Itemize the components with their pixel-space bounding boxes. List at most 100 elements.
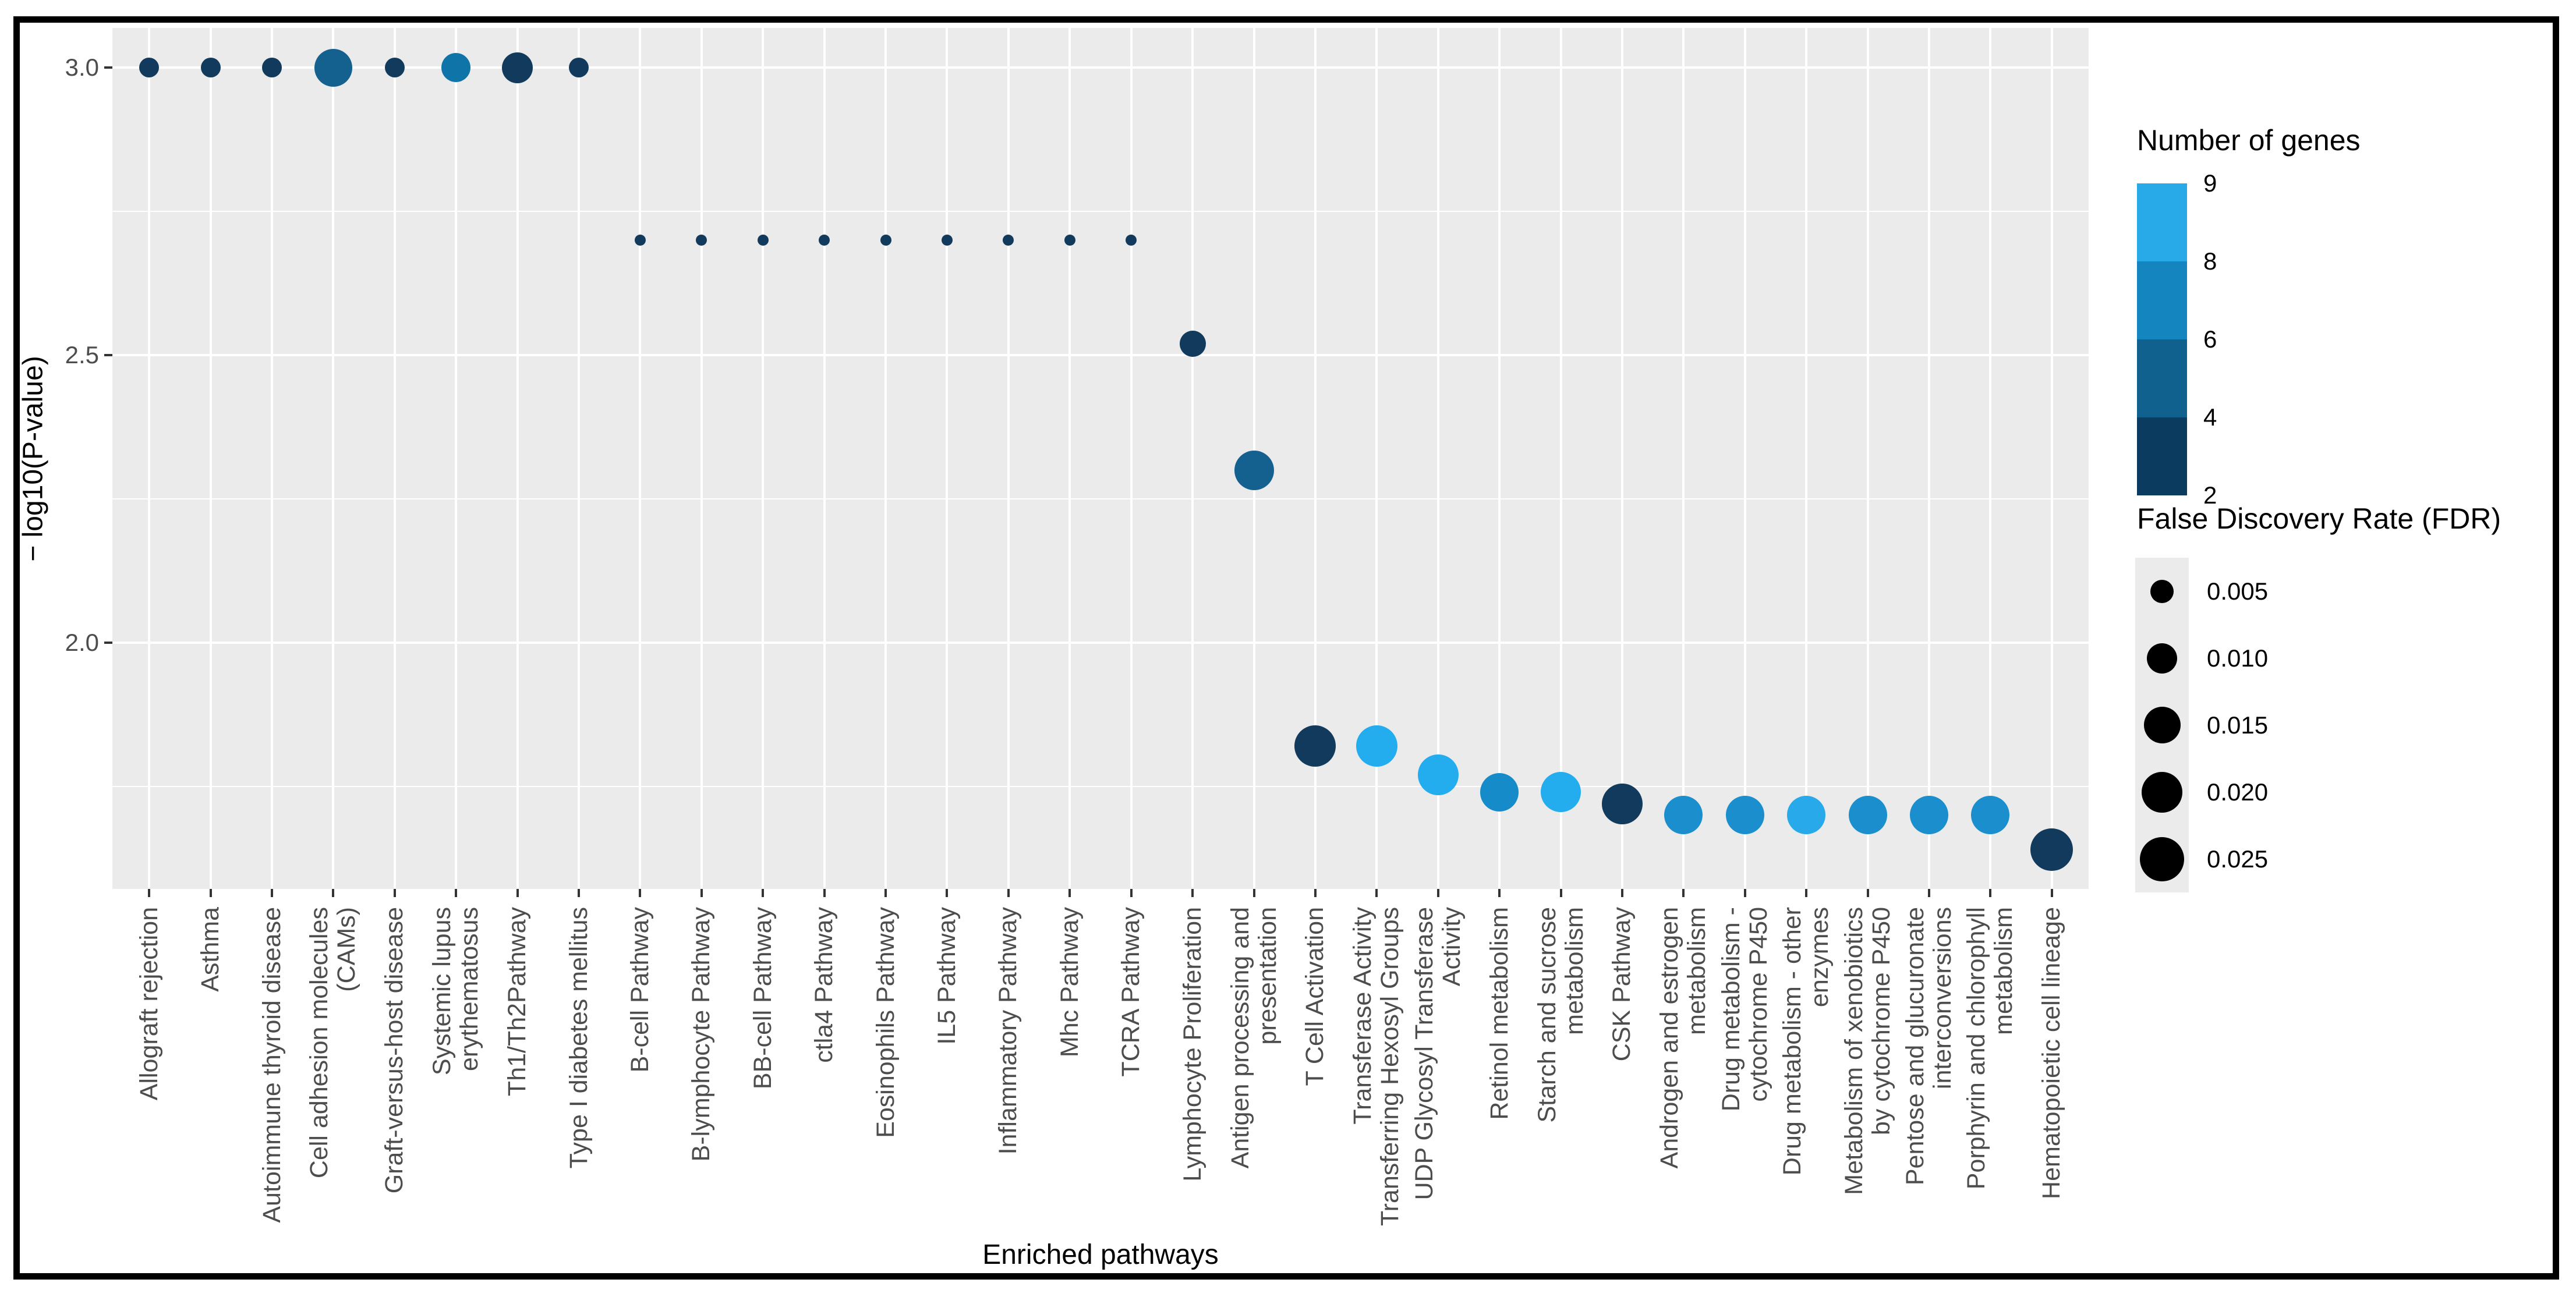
fdr-key-dot <box>2147 643 2177 674</box>
x-axis-tick-label: Cell adhesion molecules (CAMs) <box>305 907 361 1179</box>
data-point <box>200 58 221 77</box>
gridline-vertical <box>1130 28 1133 889</box>
data-point <box>696 234 707 246</box>
legend-genes-title: Number of genes <box>2137 124 2361 157</box>
x-axis-tick-mark <box>1559 889 1562 897</box>
x-axis-tick-mark <box>1191 889 1194 897</box>
fdr-key-dot <box>2143 707 2181 743</box>
colorbar-tick-label: 9 <box>2203 169 2217 197</box>
data-point <box>1417 754 1459 796</box>
gridline-vertical <box>1989 28 1992 889</box>
x-axis-tick-label: IL5 Pathway <box>932 907 961 1045</box>
x-axis-tick-mark <box>1007 889 1010 897</box>
data-point <box>502 52 533 83</box>
x-axis-tick-label: BB-cell Pathway <box>748 907 777 1090</box>
data-point <box>1064 234 1075 246</box>
x-axis-tick-mark <box>1498 889 1501 897</box>
gridline-vertical <box>1805 28 1808 889</box>
gridline-vertical <box>1743 28 1746 889</box>
data-point <box>384 58 405 77</box>
y-axis-tick-label: 3.0 <box>65 54 99 81</box>
x-axis-tick-label: Porphyrin and chlorophyll metabolism <box>1962 907 2018 1190</box>
x-axis-tick-label: Transferase Activity Transferring Hexosy… <box>1349 907 1404 1227</box>
x-axis-tick-mark <box>762 889 765 897</box>
gridline-vertical <box>639 28 642 889</box>
legend-fdr-title: False Discovery Rate (FDR) <box>2137 502 2501 535</box>
x-axis-tick-mark <box>578 889 581 897</box>
x-axis-tick-mark <box>1682 889 1685 897</box>
x-axis-tick-label: UDP Glycosyl Transferase Activity <box>1410 907 1466 1200</box>
colorbar-segment <box>2137 339 2187 417</box>
gridline-vertical <box>1375 28 1378 889</box>
x-axis-tick-mark <box>1866 889 1869 897</box>
data-point <box>880 234 891 246</box>
data-point <box>1971 796 2010 835</box>
gridline-vertical <box>393 28 396 889</box>
gridline-vertical <box>1498 28 1501 889</box>
y-axis-tick-label: 2.0 <box>65 629 99 656</box>
colorbar-tick-label: 8 <box>2203 247 2217 275</box>
fdr-key-label: 0.005 <box>2207 577 2269 605</box>
gridline-vertical <box>1866 28 1869 889</box>
x-axis-tick-mark <box>1314 889 1317 897</box>
colorbar-tick-label: 6 <box>2203 325 2217 353</box>
gridline-horizontal-major <box>112 354 2089 356</box>
x-axis-tick-label: Hematopoietic cell lineage <box>2037 907 2066 1199</box>
data-point <box>634 234 646 246</box>
x-axis-tick-label: Retinol metabolism <box>1485 907 1513 1120</box>
data-point <box>314 48 352 87</box>
data-point <box>1664 796 1703 835</box>
fdr-key-label: 0.010 <box>2207 644 2269 672</box>
x-axis-tick-label: TCRA Pathway <box>1117 907 1145 1077</box>
x-axis-tick-mark <box>1436 889 1439 897</box>
x-axis-tick-mark <box>946 889 949 897</box>
x-axis-tick-label: Drug metabolism - other enzymes <box>1778 907 1834 1176</box>
x-axis-tick-label: Allograft rejection <box>135 907 163 1101</box>
x-axis-tick-label: B-lymphocyte Pathway <box>687 907 716 1162</box>
x-axis-tick-mark <box>823 889 826 897</box>
gridline-vertical <box>1068 28 1071 889</box>
fdr-key-label: 0.015 <box>2207 711 2269 739</box>
fdr-key-dot <box>2142 771 2182 813</box>
colorbar-segment <box>2137 183 2187 261</box>
gridline-vertical <box>700 28 703 889</box>
data-point <box>1356 725 1397 767</box>
colorbar-tick-label: 4 <box>2203 403 2217 431</box>
y-axis-tick-label: 2.5 <box>65 341 99 368</box>
gridline-horizontal-minor <box>112 211 2089 212</box>
gridline-vertical <box>578 28 581 889</box>
data-point <box>757 234 769 246</box>
x-axis-tick-mark <box>1375 889 1378 897</box>
data-point <box>441 53 471 82</box>
x-axis-tick-label: Autoimmune thyroid disease <box>257 907 286 1223</box>
gridline-vertical <box>823 28 826 889</box>
x-axis-tick-label: Type I diabetes mellitus <box>564 907 593 1169</box>
y-axis-tick-mark <box>104 66 112 69</box>
y-axis-tick-mark <box>104 642 112 644</box>
x-axis-tick-label: Antigen processing and presentation <box>1226 907 1282 1169</box>
x-axis-tick-mark <box>1620 889 1623 897</box>
x-axis-tick-mark <box>2050 889 2053 897</box>
gridline-vertical <box>455 28 458 889</box>
gridline-vertical <box>2050 28 2053 889</box>
x-axis-tick-mark <box>700 889 703 897</box>
x-axis-tick-label: Mhc Pathway <box>1055 907 1084 1058</box>
data-point <box>1234 450 1274 490</box>
x-axis-tick-mark <box>332 889 335 897</box>
x-axis-tick-mark <box>209 889 212 897</box>
x-axis-tick-label: Drug metabolism - cytochrome P450 <box>1717 907 1772 1112</box>
gridline-vertical <box>1620 28 1623 889</box>
gridline-vertical <box>1314 28 1317 889</box>
fdr-key-label: 0.020 <box>2207 778 2269 806</box>
plot-panel <box>112 28 2089 889</box>
x-axis-tick-mark <box>271 889 274 897</box>
x-axis-tick-label: ctla4 Pathway <box>810 907 838 1063</box>
data-point <box>2030 828 2073 871</box>
data-point <box>1848 796 1887 835</box>
data-point <box>1787 796 1826 835</box>
data-point <box>941 234 953 246</box>
x-axis-tick-label: Systemic lupus erythematosus <box>428 907 484 1076</box>
data-point <box>139 58 160 77</box>
x-axis-tick-label: Pentose and glucuronate interconversions <box>1901 907 1956 1186</box>
